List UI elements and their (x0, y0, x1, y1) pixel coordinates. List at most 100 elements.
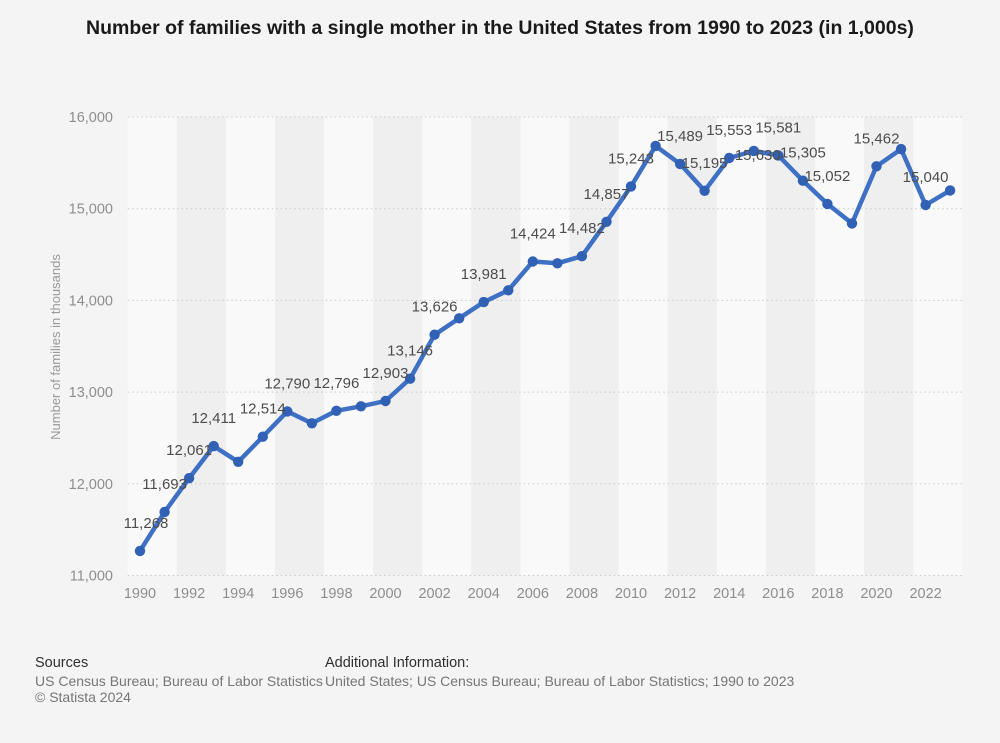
data-point-label: 15,553 (706, 122, 752, 139)
data-point (699, 185, 710, 196)
sources-label: Sources (35, 655, 89, 671)
data-point-label: 11,693 (142, 476, 187, 493)
data-point (183, 473, 195, 484)
data-point (625, 181, 637, 192)
additional-information-text: United States; US Census Bureau; Bureau … (325, 673, 795, 689)
copyright-text: © Statista 2024 (35, 689, 131, 705)
plot-band (520, 117, 570, 576)
data-point (822, 198, 833, 210)
data-point (257, 431, 268, 442)
data-point-label: 15,462 (854, 130, 900, 147)
sources-text: US Census Bureau; Bureau of Labor Statis… (35, 673, 323, 689)
additional-information-label: Additional Information: (325, 655, 470, 671)
data-point (871, 161, 882, 172)
data-point-label: 12,411 (191, 410, 236, 427)
x-tick-label: 1998 (320, 586, 352, 602)
x-tick-label: 2014 (713, 586, 745, 602)
data-point (306, 418, 318, 429)
data-point-label: 15,630 (735, 147, 781, 164)
data-point-label: 12,790 (264, 375, 310, 392)
x-tick-label: 2002 (418, 586, 450, 602)
line-chart: 16,000 15,000 14,000 13,000 12,000 11,000 1990… (69, 110, 963, 602)
data-point-label: 15,305 (780, 145, 826, 162)
plot-band (766, 117, 816, 576)
data-point-label: 12,796 (313, 375, 359, 392)
data-point (650, 140, 661, 152)
chart-title: Number of families with a single mother … (86, 17, 914, 39)
data-point (478, 296, 489, 308)
plot-band (127, 117, 177, 576)
data-point (846, 218, 858, 229)
data-point (748, 145, 759, 157)
data-point-label: 12,903 (363, 365, 409, 382)
data-point-label: 13,981 (461, 266, 507, 283)
data-point-label: 14,857 (584, 186, 630, 203)
data-point (331, 405, 342, 416)
y-tick-label: 12,000 (69, 477, 113, 493)
data-point-label: 14,482 (559, 220, 605, 237)
data-point-label: 15,195 (682, 155, 728, 172)
data-point (404, 373, 416, 384)
data-point (208, 440, 219, 452)
data-point (895, 143, 907, 155)
data-point (380, 395, 391, 407)
data-point (527, 256, 538, 267)
data-point-label: 12,061 (166, 442, 212, 459)
data-point (159, 506, 170, 518)
plot-band (275, 117, 325, 576)
data-point-label: 15,040 (903, 169, 949, 186)
x-tick-label: 2016 (762, 586, 794, 602)
data-point-label: 15,489 (657, 128, 703, 145)
plot-band (864, 117, 914, 576)
data-point (454, 313, 465, 324)
x-tick-label: 2010 (615, 586, 647, 602)
y-tick-label: 13,000 (69, 385, 113, 401)
data-point (233, 456, 244, 467)
y-tick-label: 11,000 (70, 569, 113, 585)
plot-band (324, 117, 374, 576)
data-point (797, 175, 809, 186)
data-point (773, 150, 784, 161)
x-tick-label: 2022 (909, 586, 941, 602)
data-point (134, 545, 146, 557)
data-point-label: 13,626 (412, 299, 458, 316)
x-tick-label: 1990 (124, 586, 156, 602)
data-point-label: 15,243 (608, 150, 654, 167)
data-point (724, 152, 735, 164)
data-point (552, 258, 563, 269)
data-point-label: 12,514 (240, 401, 286, 418)
line-series (137, 143, 953, 554)
data-point (944, 185, 956, 196)
plot-band (471, 117, 521, 576)
data-point-label: 15,052 (804, 168, 850, 185)
plot-band (176, 117, 226, 576)
data-point-label: 11,268 (124, 515, 169, 532)
x-tick-label: 1996 (271, 586, 303, 602)
data-point (674, 158, 686, 170)
x-tick-label: 1994 (222, 586, 254, 602)
data-point (601, 216, 612, 227)
data-point (576, 251, 588, 262)
plot-band (225, 117, 275, 576)
data-point (282, 406, 293, 417)
x-tick-label: 1992 (173, 586, 205, 602)
data-point-label: 15,581 (755, 119, 801, 136)
y-tick-label: 15,000 (69, 202, 113, 218)
data-point (429, 329, 440, 340)
plot-band (373, 117, 423, 576)
x-tick-label: 2020 (860, 586, 892, 602)
y-tick-label: 16,000 (69, 110, 113, 126)
plot-band (815, 117, 865, 576)
x-tick-label: 2004 (468, 586, 500, 602)
x-tick-label: 2012 (664, 586, 696, 602)
data-point-label: 14,424 (510, 226, 556, 243)
y-tick-label: 14,000 (69, 293, 113, 309)
x-tick-label: 2008 (566, 586, 598, 602)
data-point (920, 199, 931, 211)
data-point-label: 13,146 (387, 343, 433, 360)
x-tick-label: 2000 (369, 586, 401, 602)
plot-band (569, 117, 619, 576)
x-tick-label: 2018 (811, 586, 843, 602)
x-tick-label: 2006 (517, 586, 549, 602)
